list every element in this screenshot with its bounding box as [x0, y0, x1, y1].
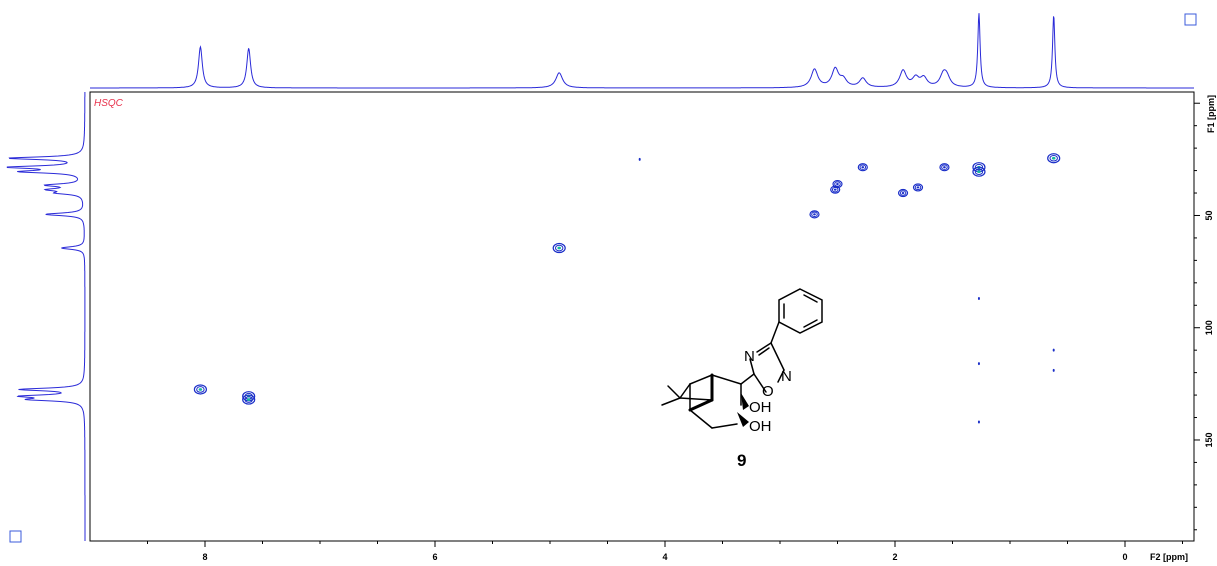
contour-level	[833, 188, 837, 191]
square-icon[interactable]	[9, 530, 22, 543]
contour-level	[1052, 348, 1055, 352]
chemical-structure	[661, 288, 823, 429]
cross-peak	[242, 394, 256, 405]
cross-peak	[977, 420, 980, 424]
y-tick-label: 50	[1204, 210, 1214, 220]
contour-level	[912, 183, 924, 192]
contour-level	[244, 396, 253, 403]
cross-peak	[857, 163, 868, 172]
x-tick-label: 2	[892, 552, 897, 562]
contour-level	[977, 170, 981, 174]
contour-level	[861, 166, 865, 169]
y-tick-label: 150	[1204, 432, 1214, 447]
f2-projection-trace	[90, 13, 1194, 89]
contour-level	[557, 246, 561, 250]
contour-level	[977, 362, 980, 366]
x-tick-label: 6	[432, 552, 437, 562]
contour-level	[914, 184, 922, 191]
cross-peak	[832, 179, 843, 189]
contour-level	[939, 163, 950, 172]
cross-peak	[912, 183, 924, 192]
contour-level	[836, 182, 839, 186]
contour-level	[809, 210, 820, 219]
cross-peak	[1047, 153, 1061, 164]
atom-label-oh-1: OH	[749, 399, 772, 416]
y-axis: 50 100 150	[1194, 102, 1214, 531]
plot-frame	[89, 91, 1195, 542]
cross-peak	[809, 210, 820, 219]
contour-level	[554, 244, 564, 252]
contour-level	[899, 190, 907, 196]
cross-peak	[897, 188, 909, 198]
cross-peak	[638, 157, 641, 161]
contour-level	[242, 394, 256, 405]
cross-peak	[972, 166, 986, 177]
cross-peak	[1052, 348, 1055, 352]
x-tick-label: 4	[662, 552, 667, 562]
contour-level	[1051, 156, 1056, 160]
atom-label-n-top: N	[744, 348, 755, 365]
cross-peak	[552, 242, 566, 254]
f2-projection-spectrum	[90, 13, 1194, 89]
contour-level	[832, 179, 843, 189]
contour-level	[901, 191, 905, 195]
contour-level	[552, 242, 566, 254]
contour-level	[977, 420, 980, 424]
contour-level	[916, 186, 920, 189]
contour-level	[1049, 154, 1058, 162]
cross-peak	[1052, 368, 1055, 372]
contour-level	[974, 163, 984, 171]
contour-level	[1052, 368, 1055, 372]
cross-peaks	[193, 153, 1061, 424]
atom-label-oh-2: OH	[749, 418, 772, 435]
contour-level	[943, 166, 946, 169]
contour-level	[193, 384, 207, 395]
f1-projection-trace	[6, 92, 86, 541]
f1-projection-spectrum	[6, 92, 86, 541]
contour-level	[977, 297, 980, 301]
contour-level	[941, 164, 948, 170]
contour-level	[246, 398, 251, 401]
contour-level	[834, 181, 841, 187]
square-icon[interactable]	[1184, 13, 1197, 26]
contour-level	[813, 213, 816, 216]
x-axis: 8 6 4 2 0	[90, 540, 1194, 562]
contour-level	[859, 164, 867, 170]
atom-label-o-ring: O	[762, 383, 774, 400]
x-tick-label: 0	[1122, 552, 1127, 562]
x-axis-label: F2 [ppm]	[1150, 552, 1188, 562]
contour-level	[1047, 153, 1061, 164]
contour-level	[974, 168, 984, 175]
contour-level	[897, 188, 909, 198]
contour-level	[857, 163, 868, 172]
compound-label: 9	[737, 451, 746, 470]
y-tick-label: 100	[1204, 320, 1214, 335]
contour-level	[638, 157, 641, 161]
contour-level	[972, 166, 986, 177]
cross-peak	[977, 362, 980, 366]
contour-level	[198, 388, 203, 391]
contour-level	[196, 386, 205, 393]
atom-label-n-right: N	[781, 368, 792, 385]
x-tick-label: 8	[202, 552, 207, 562]
cross-peak	[193, 384, 207, 395]
contour-level	[811, 211, 818, 218]
y-axis-label: F1 [ppm]	[1206, 95, 1216, 133]
cross-peak	[939, 163, 950, 172]
cross-peak	[977, 297, 980, 301]
phenyl-ring	[778, 288, 823, 334]
experiment-label: HSQC	[94, 98, 124, 109]
